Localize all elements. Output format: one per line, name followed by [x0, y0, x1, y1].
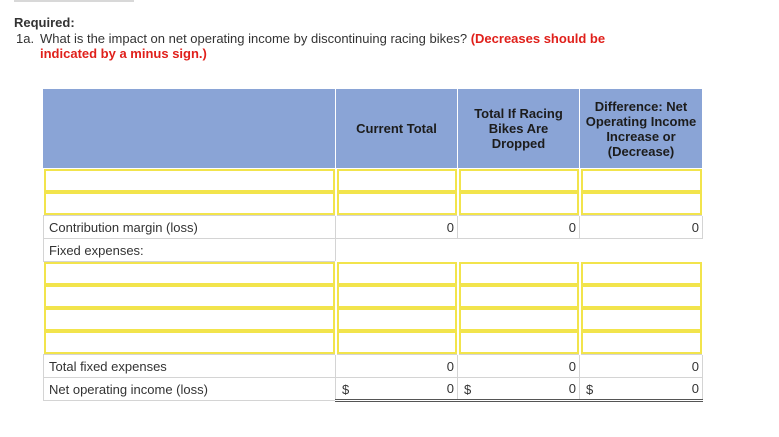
- fixed-expenses-blank: [579, 238, 703, 262]
- currency-symbol: $: [342, 382, 350, 397]
- net-operating-income-difference: $ 0: [579, 377, 703, 402]
- net-operating-income-dropped-value: 0: [568, 381, 576, 396]
- fixed-expenses-row: Fixed expenses:: [43, 238, 703, 262]
- net-operating-income-current: $ 0: [335, 377, 458, 402]
- input-cell-difference[interactable]: [579, 192, 704, 216]
- input-cell-label[interactable]: [43, 331, 337, 355]
- net-operating-income-dropped: $ 0: [457, 377, 580, 402]
- net-operating-income-row: Net operating income (loss) $ 0 $ 0 $ 0: [43, 377, 703, 402]
- header-difference: Difference: Net Operating Income Increas…: [579, 88, 703, 169]
- net-operating-income-label: Net operating income (loss): [43, 377, 336, 401]
- contribution-margin-difference: 0: [579, 215, 703, 239]
- fixed-expenses-blank: [335, 238, 458, 262]
- net-operating-income-current-value: 0: [446, 381, 454, 396]
- input-cell-dropped[interactable]: [457, 192, 581, 216]
- input-row: [43, 168, 704, 192]
- input-cell-dropped[interactable]: [457, 285, 581, 308]
- input-cell-difference[interactable]: [579, 168, 704, 192]
- input-cell-current[interactable]: [335, 168, 459, 192]
- total-fixed-expenses-label: Total fixed expenses: [43, 354, 336, 378]
- currency-symbol: $: [464, 382, 472, 397]
- header-label-cell: [43, 88, 336, 169]
- required-heading: Required:: [14, 15, 75, 30]
- total-fixed-expenses-current: 0: [335, 354, 458, 378]
- header-if-dropped: Total If Racing Bikes Are Dropped: [457, 88, 580, 169]
- input-cell-dropped[interactable]: [457, 168, 581, 192]
- question-text: 1a. What is the impact on net operating i…: [16, 31, 605, 61]
- total-fixed-expenses-difference: 0: [579, 354, 703, 378]
- total-fixed-expenses-row: Total fixed expenses 0 0 0: [43, 354, 703, 378]
- input-cell-label[interactable]: [43, 308, 337, 331]
- question-note-line1: (Decreases should be: [470, 31, 606, 46]
- input-cell-current[interactable]: [335, 261, 459, 285]
- net-operating-income-difference-value: 0: [691, 381, 699, 396]
- contribution-margin-label: Contribution margin (loss): [43, 215, 336, 239]
- input-row: [43, 285, 704, 308]
- input-cell-difference[interactable]: [579, 261, 704, 285]
- input-row: [43, 308, 704, 331]
- question-note-line2: indicated by a minus sign.): [40, 46, 207, 61]
- contribution-margin-dropped: 0: [457, 215, 580, 239]
- top-divider: [14, 0, 134, 2]
- header-difference-text: Difference: Net Operating Income Increas…: [585, 98, 697, 159]
- question-number: 1a.: [16, 31, 35, 46]
- input-cell-label[interactable]: [43, 192, 337, 216]
- input-cell-dropped[interactable]: [457, 331, 581, 355]
- fixed-expenses-label: Fixed expenses:: [43, 238, 336, 262]
- input-cell-dropped[interactable]: [457, 308, 581, 331]
- input-row: [43, 261, 704, 285]
- total-fixed-expenses-dropped: 0: [457, 354, 580, 378]
- input-cell-dropped[interactable]: [457, 261, 581, 285]
- income-analysis-table: Current Total Total If Racing Bikes Are …: [43, 88, 704, 402]
- input-cell-current[interactable]: [335, 192, 459, 216]
- input-cell-label[interactable]: [43, 261, 337, 285]
- header-row: Current Total Total If Racing Bikes Are …: [43, 88, 703, 169]
- contribution-margin-current: 0: [335, 215, 458, 239]
- header-if-dropped-text: Total If Racing Bikes Are Dropped: [474, 106, 563, 151]
- fixed-expenses-blank: [457, 238, 580, 262]
- header-current-total: Current Total: [335, 88, 458, 169]
- input-cell-difference[interactable]: [579, 285, 704, 308]
- currency-symbol: $: [586, 382, 594, 397]
- input-row: [43, 331, 704, 355]
- input-cell-label[interactable]: [43, 285, 337, 308]
- input-cell-current[interactable]: [335, 285, 459, 308]
- input-cell-current[interactable]: [335, 331, 459, 355]
- question-body: What is the impact on net operating inco…: [40, 31, 468, 46]
- input-cell-label[interactable]: [43, 168, 337, 192]
- input-cell-current[interactable]: [335, 308, 459, 331]
- input-cell-difference[interactable]: [579, 331, 704, 355]
- input-cell-difference[interactable]: [579, 308, 704, 331]
- contribution-margin-row: Contribution margin (loss) 0 0 0: [43, 215, 703, 239]
- input-row: [43, 192, 704, 216]
